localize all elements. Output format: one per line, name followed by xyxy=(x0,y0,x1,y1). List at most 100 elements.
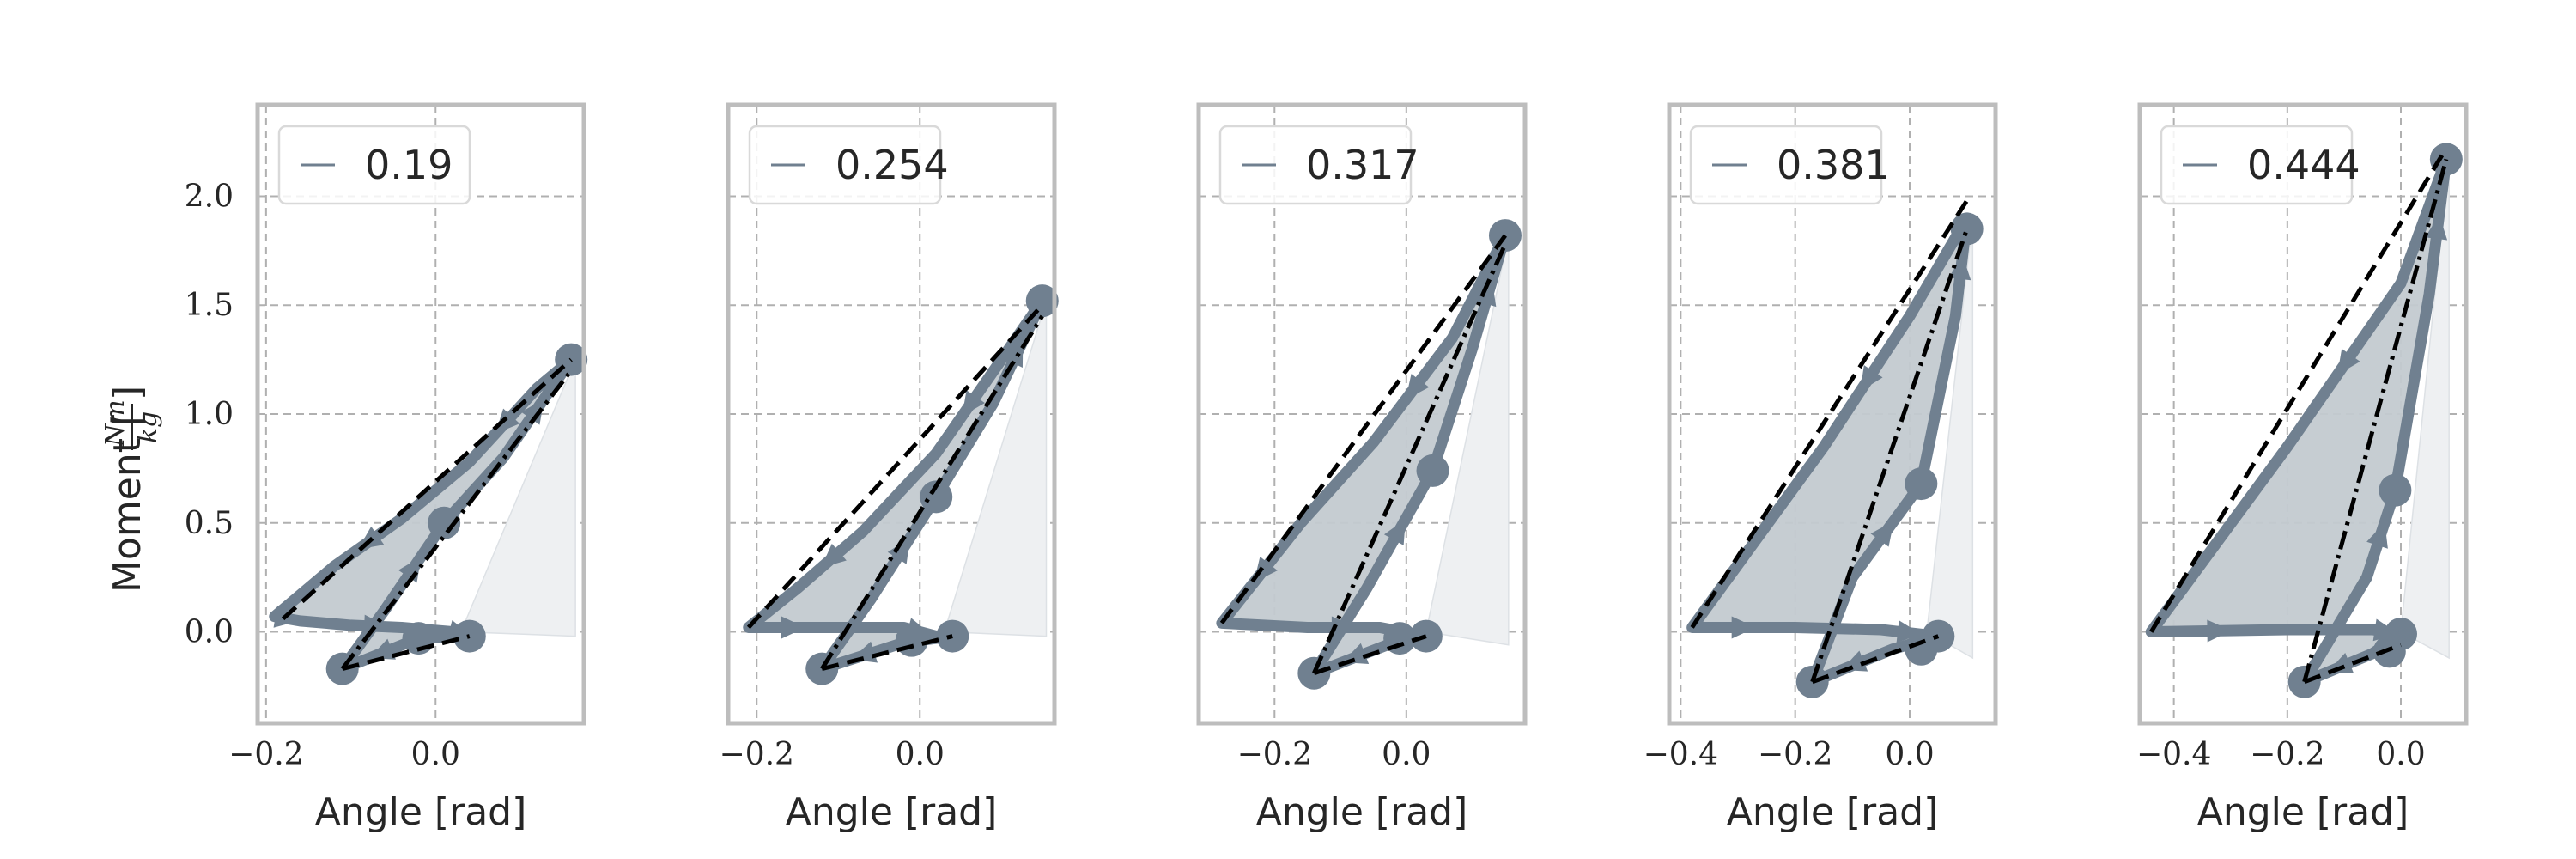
loop-area xyxy=(748,301,1042,669)
direction-arrow xyxy=(1002,341,1024,368)
loop-marker xyxy=(1025,284,1059,318)
direction-arrow xyxy=(1948,254,1971,281)
direction-arrow xyxy=(821,543,847,569)
direction-arrow xyxy=(1860,365,1883,392)
legend-box xyxy=(2160,125,2354,205)
loop-marker xyxy=(1416,454,1449,487)
y-axis-label-suffix: ] xyxy=(106,386,149,400)
direction-arrow xyxy=(851,641,878,663)
panel-5: −0.4 −0.2 0.0 Angle [rad] 0.444 xyxy=(2136,102,2469,834)
legend-box xyxy=(1689,125,1883,205)
legend-box xyxy=(277,125,471,205)
dashed-fit-line xyxy=(746,303,1044,630)
dashdot-fit-line xyxy=(2302,158,2449,683)
y-axis-label: Moment [ Nm kg ] xyxy=(100,386,163,593)
direction-arrow xyxy=(1342,643,1370,665)
y-tick-label: 0.0 xyxy=(185,615,234,650)
direction-arrow xyxy=(2207,619,2232,643)
x-tick-label: 0.0 xyxy=(1885,737,1934,772)
y-tick-label: 1.0 xyxy=(185,397,234,432)
direction-arrow xyxy=(495,408,520,434)
loop-marker xyxy=(1950,212,1984,246)
legend: 0.317 xyxy=(1218,125,1419,205)
legend-box xyxy=(748,125,942,205)
direction-arrow xyxy=(2336,349,2360,375)
direction-arrow xyxy=(2366,522,2388,549)
axes-frame xyxy=(1667,102,1998,726)
y-axis-label-denominator: kg xyxy=(133,411,163,443)
direction-arrow xyxy=(962,390,985,417)
dashed-fit-line xyxy=(1313,634,1427,676)
direction-arrow xyxy=(369,638,396,660)
legend-label: 0.444 xyxy=(2247,142,2360,188)
legend: 0.444 xyxy=(2160,125,2360,205)
x-tick-label: −0.4 xyxy=(1643,737,1718,772)
dashed-fit-line xyxy=(2149,147,2449,633)
direction-arrow xyxy=(1254,557,1278,583)
x-tick-label: −0.2 xyxy=(1237,737,1312,772)
legend-label: 0.254 xyxy=(835,142,949,188)
panel-2: −0.2 0.0 Angle [rad] 0.254 xyxy=(720,102,1059,834)
dashed-fit-line xyxy=(1811,634,1940,685)
direction-arrow xyxy=(2425,215,2448,241)
legend-label: 0.19 xyxy=(365,142,453,188)
y-tick-label: 1.5 xyxy=(185,288,234,323)
x-axis-label: Angle [rad] xyxy=(315,790,527,834)
legend: 0.254 xyxy=(748,125,949,205)
y-axis-label-prefix: Moment [ xyxy=(106,411,149,593)
x-axis-label: Angle [rad] xyxy=(1256,790,1468,834)
panel-3: −0.2 0.0 Angle [rad] 0.317 xyxy=(1196,102,1528,834)
x-tick-label: −0.2 xyxy=(1758,737,1832,772)
x-tick-label: 0.0 xyxy=(2376,737,2425,772)
loop-marker xyxy=(428,506,461,539)
legend-label: 0.381 xyxy=(1777,142,1890,188)
work-region xyxy=(2400,152,2450,660)
direction-arrow xyxy=(1870,521,1894,547)
legend: 0.381 xyxy=(1689,125,1890,205)
axes-frame xyxy=(726,102,1057,726)
direction-arrow xyxy=(781,616,805,639)
direction-arrow xyxy=(521,399,544,425)
work-region xyxy=(943,300,1048,637)
axes-frame xyxy=(255,102,586,726)
panel-4: −0.4 −0.2 0.0 Angle [rad] 0.381 xyxy=(1643,102,1998,834)
legend: 0.19 xyxy=(277,125,471,205)
dashed-fit-line xyxy=(2303,643,2402,685)
loop-marker xyxy=(920,480,953,514)
dashdot-fit-line xyxy=(1810,228,1970,683)
dashed-fit-line xyxy=(281,357,573,621)
loop-marker xyxy=(895,624,928,657)
direction-arrow xyxy=(1731,616,1756,639)
x-tick-label: −0.2 xyxy=(720,737,794,772)
dashed-fit-line xyxy=(1690,199,1969,629)
dashed-fit-line xyxy=(342,634,471,672)
direction-arrow xyxy=(1896,620,1922,643)
y-tick-label: 2.0 xyxy=(185,179,234,214)
legend-box xyxy=(1218,125,1413,205)
x-tick-label: 0.0 xyxy=(411,737,460,772)
loop-marker xyxy=(2379,473,2412,507)
x-tick-label: −0.2 xyxy=(2250,737,2324,772)
x-tick-label: −0.2 xyxy=(228,737,303,772)
axes-frame xyxy=(2137,102,2469,726)
axes-frame xyxy=(1196,102,1528,726)
direction-arrow xyxy=(887,538,910,564)
dashed-fit-line xyxy=(821,634,953,672)
dashdot-fit-line xyxy=(340,369,574,671)
loop-marker xyxy=(2429,143,2463,176)
x-axis-label: Angle [rad] xyxy=(1727,790,1939,834)
dashdot-fit-line xyxy=(820,314,1044,670)
x-axis-label: Angle [rad] xyxy=(2197,790,2409,834)
y-axis-label-numerator: Nm xyxy=(100,399,131,448)
loop-line xyxy=(1216,229,1511,679)
direction-arrow xyxy=(1406,374,1430,400)
x-tick-label: 0.0 xyxy=(1382,737,1431,772)
direction-arrow xyxy=(1383,519,1406,545)
work-region xyxy=(459,359,576,637)
x-tick-label: −0.4 xyxy=(2136,737,2211,772)
loop-marker xyxy=(1905,467,1938,501)
dashdot-fit-line xyxy=(1312,243,1508,674)
panel-1: −0.2 0.0 0.0 0.5 1.0 1.5 2.0 Angle [rad] 0.19 xyxy=(185,102,588,834)
